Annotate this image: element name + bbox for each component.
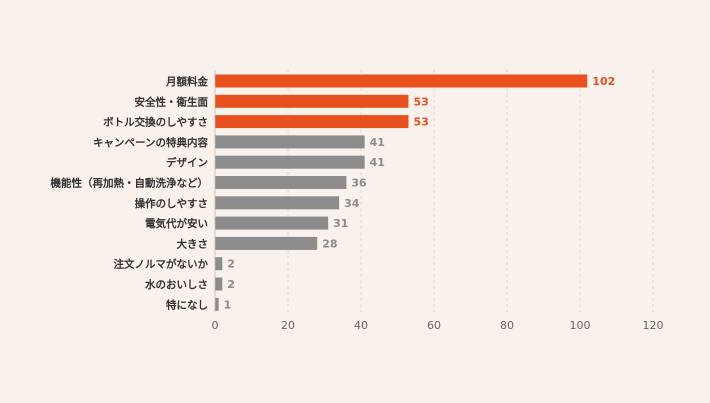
value-label: 102 xyxy=(592,75,615,88)
x-tick-label: 40 xyxy=(354,319,368,332)
category-label: 水のおいしさ xyxy=(144,278,208,291)
value-label: 53 xyxy=(413,95,428,108)
bar xyxy=(215,94,409,108)
value-label: 1 xyxy=(224,298,232,311)
value-label: 34 xyxy=(344,197,360,210)
value-label: 41 xyxy=(370,136,385,149)
category-label: デザイン xyxy=(166,156,208,169)
category-label: 月額料金 xyxy=(165,75,208,88)
x-tick-label: 80 xyxy=(500,319,514,332)
value-label: 36 xyxy=(351,177,367,190)
bar xyxy=(215,176,347,189)
bar xyxy=(215,236,318,250)
category-label: 特になし xyxy=(166,298,208,311)
value-label: 28 xyxy=(322,237,337,250)
category-label: 電気代が安い xyxy=(145,217,208,230)
x-tick-label: 60 xyxy=(427,319,441,332)
value-label: 2 xyxy=(227,278,235,291)
value-label: 53 xyxy=(413,116,428,129)
value-label: 41 xyxy=(370,156,385,169)
bar xyxy=(215,216,329,230)
bar xyxy=(215,115,409,129)
value-label: 31 xyxy=(333,217,348,230)
category-label: 操作のしやすさ xyxy=(135,197,208,210)
category-label: 大きさ xyxy=(177,237,209,250)
bar xyxy=(215,155,365,169)
x-tick-label: 100 xyxy=(570,319,591,332)
bar xyxy=(215,74,588,88)
category-label: キャンペーンの特典内容 xyxy=(93,136,208,149)
category-label: 安全性・衛生面 xyxy=(135,95,209,108)
x-tick-label: 0 xyxy=(212,319,219,332)
category-label: 注文ノルマがないか xyxy=(114,258,209,271)
bar xyxy=(215,135,365,149)
bar xyxy=(215,196,340,210)
category-label: ボトル交換のしやすさ xyxy=(103,116,208,129)
bar xyxy=(215,297,219,311)
x-tick-label: 20 xyxy=(281,319,295,332)
category-label: 機能性（再加熱・自動洗浄など） xyxy=(51,177,209,190)
value-label: 2 xyxy=(227,258,235,271)
x-tick-label: 120 xyxy=(643,319,664,332)
bar xyxy=(215,257,223,271)
bar xyxy=(215,277,223,291)
